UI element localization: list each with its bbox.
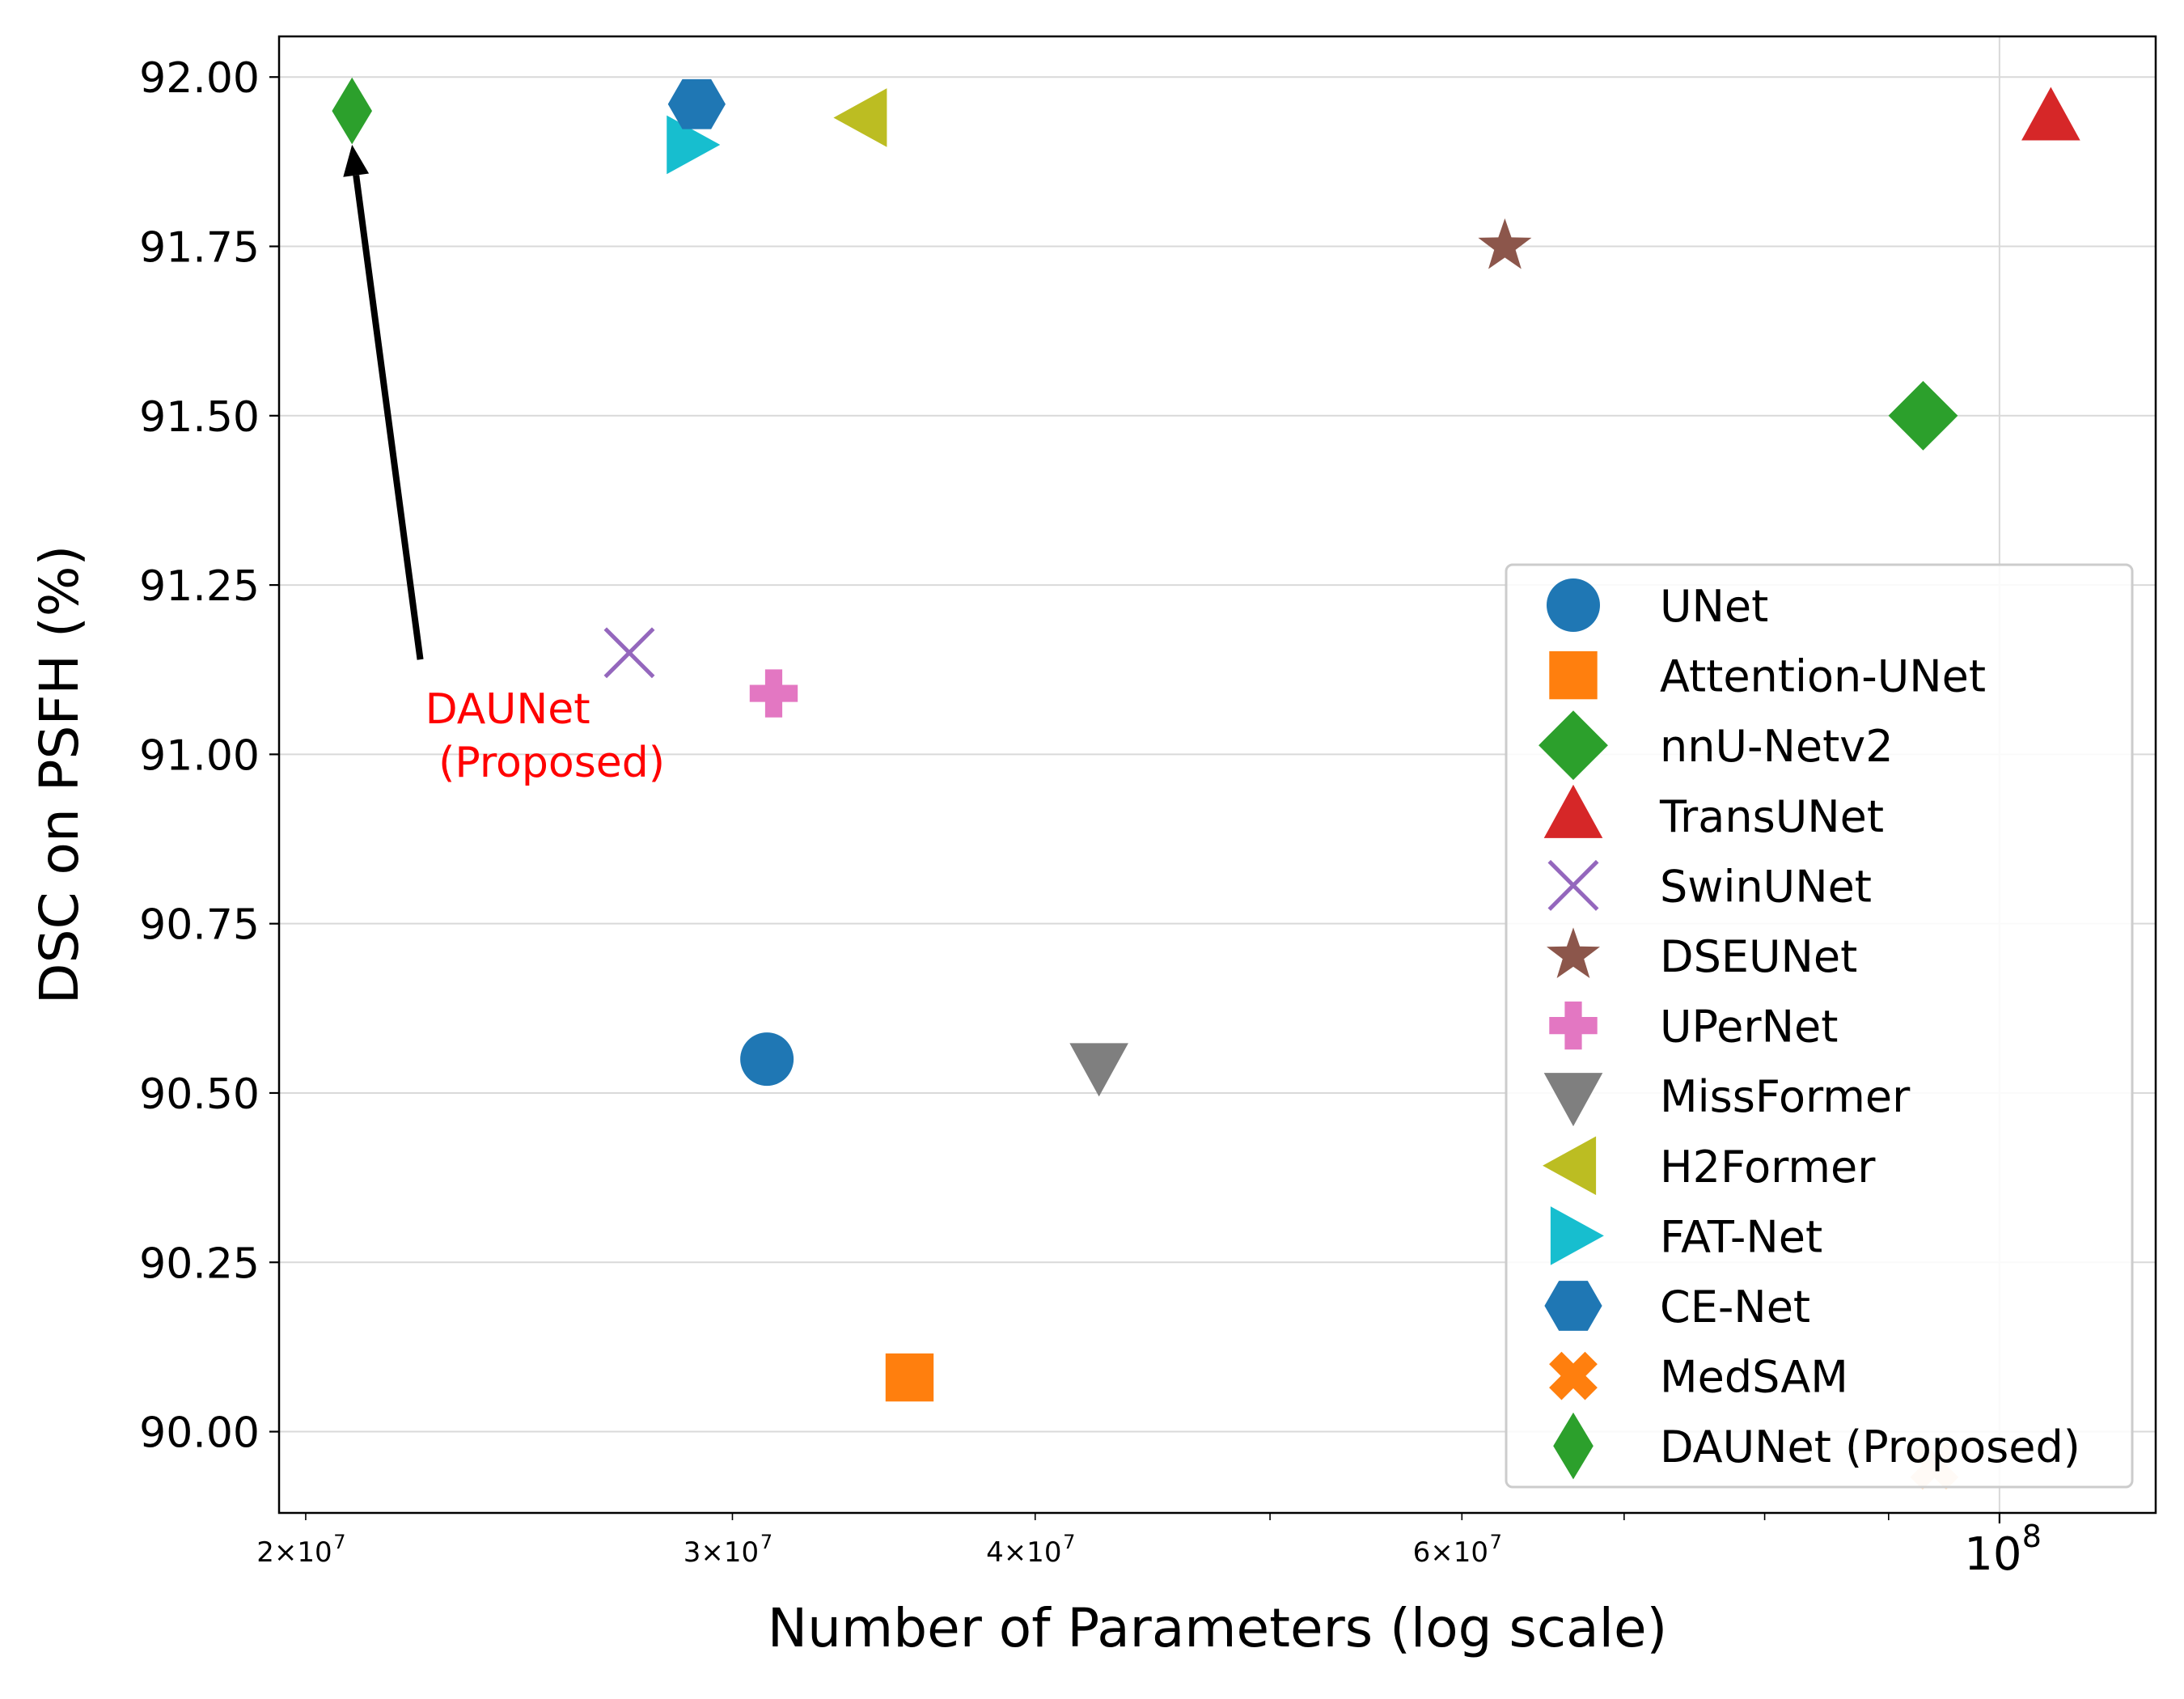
legend-marker <box>1549 1351 1598 1400</box>
legend-entry: Attention-UNet <box>1549 651 1986 702</box>
annotation-label: DAUNet (Proposed) <box>425 685 666 787</box>
legend-label: DAUNet (Proposed) <box>1660 1421 2080 1472</box>
y-tick-label: 91.50 <box>139 393 260 442</box>
x-tick-label: 10 <box>1964 1528 2021 1581</box>
point-missformer <box>1069 1043 1128 1097</box>
legend-entry: UNet <box>1547 578 1768 632</box>
legend-label: SwinUNet <box>1660 861 1872 912</box>
x-tick-label: 3×10 <box>684 1536 759 1569</box>
legend-entry: DSEUNet <box>1547 927 1857 982</box>
x-tick-exponent: 7 <box>1490 1531 1502 1553</box>
legend-entry: nnU-Netv2 <box>1539 710 1894 781</box>
legend-entry: UPerNet <box>1549 1002 1838 1053</box>
legend-marker <box>1547 859 1599 911</box>
annotations: DAUNet (Proposed) <box>343 144 666 787</box>
legend-label: Attention-UNet <box>1660 651 1986 702</box>
y-tick-label: 91.25 <box>139 562 260 611</box>
legend-entry: SwinUNet <box>1547 859 1872 912</box>
point-h2former <box>833 88 887 147</box>
legend-label: TransUNet <box>1659 791 1884 842</box>
point-unet <box>740 1032 794 1087</box>
legend-label: MissFormer <box>1660 1071 1911 1122</box>
legend: UNet Attention-UNet nnU-Netv2 TransUNet Swin… <box>1505 563 2134 1489</box>
legend-label: CE-Net <box>1660 1282 1810 1333</box>
legend-marker <box>1549 650 1598 700</box>
legend-marker <box>1543 784 1603 838</box>
legend-label: MedSAM <box>1660 1352 1848 1403</box>
legend-entry: H2Former <box>1543 1136 1876 1196</box>
point-transunet <box>2021 87 2080 141</box>
x-tick-exponent: 7 <box>760 1531 772 1553</box>
legend-marker <box>1543 1073 1603 1127</box>
point-dseunet <box>1478 218 1532 269</box>
legend-marker <box>1544 1281 1602 1331</box>
y-tick-label: 90.75 <box>139 901 260 950</box>
legend-label: FAT-Net <box>1660 1211 1822 1262</box>
y-tick-label: 91.75 <box>139 224 260 273</box>
legend-marker <box>1539 710 1608 781</box>
legend-entry: CE-Net <box>1544 1281 1810 1333</box>
legend-entry: DAUNet (Proposed) <box>1553 1412 2080 1480</box>
legend-marker <box>1547 927 1600 978</box>
annotation-arrowhead <box>343 144 370 177</box>
legend-marker <box>1543 1136 1597 1196</box>
plot-frame <box>277 35 2157 1515</box>
legend-marker <box>1550 1206 1604 1265</box>
x-tick-exponent: 7 <box>333 1531 345 1553</box>
y-tick-label: 90.50 <box>139 1070 260 1119</box>
annotation-line: (Proposed) <box>425 739 666 787</box>
legend-entry: MedSAM <box>1549 1352 1848 1403</box>
legend-label: UPerNet <box>1660 1002 1838 1053</box>
legend-marker <box>1547 578 1600 632</box>
point-swinunet <box>603 627 655 679</box>
legend-entry: MissFormer <box>1543 1071 1911 1127</box>
point-attention-unet <box>885 1353 934 1402</box>
point-upernet <box>749 669 798 718</box>
x-tick-exponent: 8 <box>2022 1519 2042 1554</box>
x-tick-label: 4×10 <box>986 1536 1061 1569</box>
legend-entry: FAT-Net <box>1550 1206 1822 1265</box>
annotation-arrow <box>353 175 424 660</box>
point-fat-net <box>667 115 721 175</box>
legend-label: UNet <box>1660 581 1768 632</box>
legend-label: DSEUNet <box>1660 931 1857 982</box>
x-axis-label: Number of Parameters (log scale) <box>768 1597 1668 1659</box>
y-tick-label: 90.00 <box>139 1409 260 1458</box>
point-nnu-netv2 <box>1888 380 1958 451</box>
legend-marker <box>1553 1412 1594 1480</box>
legend-marker <box>1549 1001 1598 1050</box>
y-tick-label: 91.00 <box>139 731 260 780</box>
x-tick-exponent: 7 <box>1063 1531 1075 1553</box>
legend-label: nnU-Netv2 <box>1660 721 1894 772</box>
point-daunet-proposed <box>332 77 373 145</box>
x-tick-label: 6×10 <box>1413 1536 1488 1569</box>
point-ce-net <box>667 78 726 129</box>
y-axis-label: DSC on PSFH (%) <box>28 545 91 1004</box>
legend-box <box>1505 563 2134 1489</box>
legend-entry: TransUNet <box>1543 784 1884 842</box>
legend-label: H2Former <box>1660 1142 1876 1193</box>
y-tick-label: 90.25 <box>139 1239 260 1288</box>
annotation-line: DAUNet <box>425 685 590 734</box>
axis-ticks: 90.00 90.25 90.50 90.75 91.00 91.25 91.50 91.75… <box>139 54 2042 1581</box>
x-tick-label: 2×10 <box>256 1536 332 1569</box>
y-tick-label: 92.00 <box>139 54 260 103</box>
